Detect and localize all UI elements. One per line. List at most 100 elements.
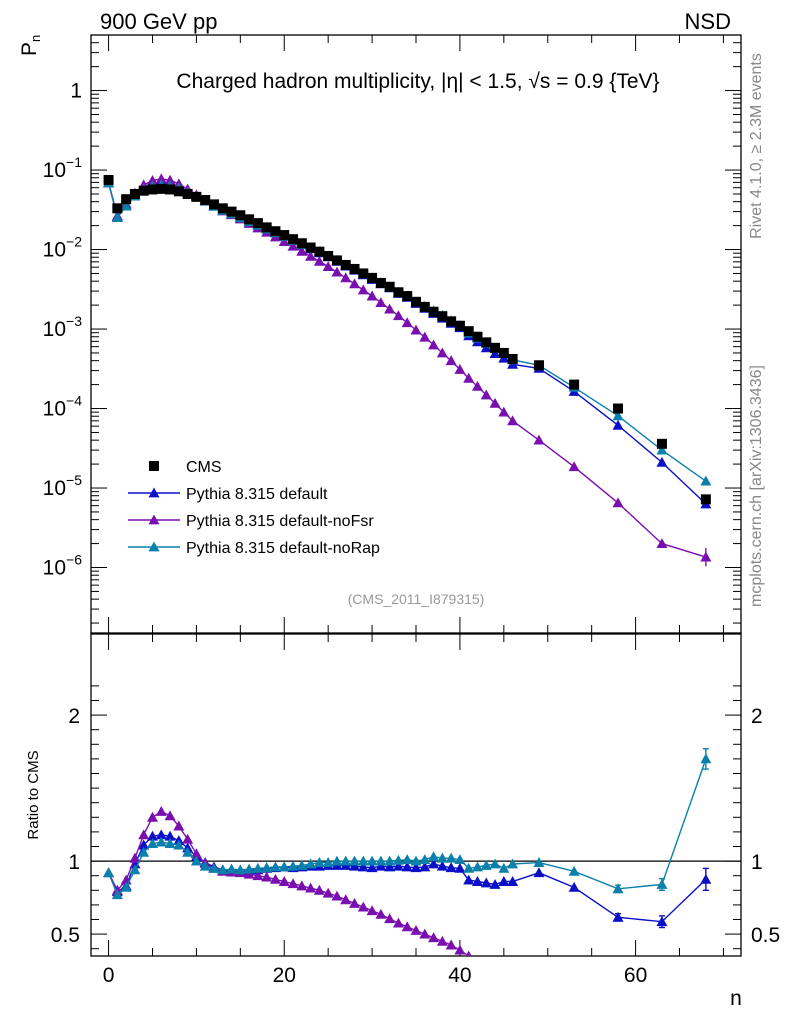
rivet-version-label: Rivet 4.1.0, ≥ 2.3M events bbox=[748, 53, 765, 239]
ratio-point-noRap bbox=[507, 858, 519, 869]
ratio-point-noFsr bbox=[454, 944, 466, 955]
main-point-noRap bbox=[120, 200, 132, 211]
ratio-point-noFsr bbox=[419, 928, 431, 939]
main-series-line-noRap bbox=[107, 182, 707, 482]
main-y-tick-label: 10−6 bbox=[43, 552, 83, 580]
main-point-cms bbox=[165, 184, 176, 195]
main-point-cms bbox=[296, 238, 307, 249]
ratio-point-noFsr bbox=[296, 880, 308, 891]
ratio-point-noRap bbox=[252, 862, 264, 873]
main-point-cms bbox=[261, 222, 272, 233]
ratio-series-line-noRap bbox=[107, 758, 707, 896]
main-point-cms bbox=[129, 188, 140, 199]
ratio-series-noRap bbox=[103, 747, 712, 900]
ratio-point-noRap bbox=[199, 860, 211, 871]
ratio-point-default bbox=[349, 860, 361, 871]
ratio-point-noRap bbox=[463, 862, 475, 873]
main-point-cms bbox=[419, 301, 430, 312]
ratio-point-default bbox=[568, 881, 580, 892]
ratio-point-noRap bbox=[357, 855, 369, 866]
ratio-point-noRap bbox=[278, 861, 290, 872]
ratio-point-noRap bbox=[428, 851, 440, 862]
ratio-point-noFsr bbox=[190, 848, 202, 859]
main-point-cms bbox=[173, 186, 184, 197]
ratio-point-noRap bbox=[401, 854, 413, 865]
main-point-cms bbox=[252, 218, 263, 229]
main-point-cms bbox=[454, 320, 465, 331]
x-axis-label: n bbox=[730, 987, 742, 1010]
main-point-cms bbox=[613, 403, 624, 414]
ratio-point-noFsr bbox=[436, 935, 448, 946]
ratio-point-noFsr bbox=[322, 887, 334, 898]
main-point-noFsr bbox=[384, 303, 396, 314]
main-point-noFsr bbox=[454, 363, 466, 374]
main-point-cms bbox=[507, 353, 518, 364]
main-point-cms bbox=[314, 246, 325, 257]
analysis-label: (CMS_2011_I879315) bbox=[348, 591, 485, 607]
main-point-cms bbox=[472, 331, 483, 342]
ratio-point-noRap bbox=[217, 864, 229, 875]
main-point-cms bbox=[121, 194, 132, 205]
ratio-point-noFsr bbox=[164, 810, 176, 821]
main-point-cms bbox=[244, 214, 255, 225]
main-point-noFsr bbox=[278, 236, 290, 246]
ratio-point-noFsr bbox=[472, 958, 483, 968]
y-axis-label-main: P bbox=[18, 42, 41, 56]
legend-entry-noRap: Pythia 8.315 default-noRap bbox=[128, 540, 380, 557]
x-tick-label: 0 bbox=[103, 964, 115, 987]
main-point-noFsr bbox=[392, 310, 404, 321]
ratio-point-default bbox=[533, 867, 545, 878]
main-y-tick-label-exp: −6 bbox=[66, 552, 82, 568]
mcplots-label: mcplots.cern.ch [arXiv:1306.3436] bbox=[748, 365, 765, 607]
main-point-noFsr bbox=[322, 261, 334, 272]
ratio-point-noRap bbox=[138, 846, 150, 857]
main-point-cms bbox=[182, 188, 193, 199]
main-y-tick-label-exp: −5 bbox=[66, 472, 82, 488]
ratio-point-default bbox=[164, 830, 176, 841]
main-point-cms bbox=[191, 191, 202, 202]
ratio-point-noRap bbox=[208, 862, 220, 873]
ratio-point-noFsr bbox=[392, 917, 404, 928]
main-point-noFsr bbox=[313, 255, 325, 266]
main-series-cms bbox=[103, 174, 711, 505]
main-point-cms bbox=[375, 277, 386, 288]
main-point-cms bbox=[498, 347, 509, 358]
ratio-point-noRap bbox=[234, 864, 246, 875]
ratio-point-default bbox=[419, 861, 431, 872]
ratio-plot: 0.5 0.51 12 20 20 40 60 Ratio to CMS n bbox=[25, 633, 780, 1010]
main-point-noFsr bbox=[305, 250, 317, 261]
ratio-point-noFsr bbox=[340, 894, 352, 905]
main-point-noRap bbox=[700, 475, 712, 486]
ratio-tick-labels: 0.5 0.51 12 20 20 40 60 bbox=[51, 705, 780, 987]
ratio-point-noFsr bbox=[138, 829, 150, 840]
main-point-noFsr bbox=[401, 317, 413, 328]
main-point-cms bbox=[533, 360, 544, 371]
main-y-tick-label-base: 1 bbox=[70, 80, 82, 103]
main-point-noFsr bbox=[410, 324, 422, 335]
ratio-point-noFsr bbox=[313, 884, 325, 895]
main-point-noFsr bbox=[428, 339, 440, 350]
ratio-point-noRap bbox=[436, 852, 448, 863]
ratio-point-default bbox=[700, 873, 712, 884]
ratio-point-noRap bbox=[305, 858, 317, 869]
ratio-point-noRap bbox=[349, 855, 361, 866]
ratio-point-noRap bbox=[129, 864, 141, 875]
ratio-point-default bbox=[498, 876, 510, 886]
main-point-noFsr bbox=[612, 497, 624, 508]
main-point-cms bbox=[463, 326, 474, 337]
ratio-point-default bbox=[138, 839, 150, 850]
main-point-default bbox=[656, 456, 668, 467]
main-point-cms bbox=[437, 311, 448, 322]
ratio-point-default bbox=[155, 829, 167, 840]
ratio-point-default bbox=[428, 858, 440, 869]
ratio-point-noRap bbox=[164, 838, 176, 848]
ratio-point-noRap bbox=[700, 753, 712, 764]
ratio-point-noFsr bbox=[261, 871, 273, 882]
main-point-cms bbox=[411, 296, 421, 307]
main-point-cms bbox=[340, 259, 351, 270]
main-point-cms bbox=[569, 379, 580, 390]
ratio-point-noFsr bbox=[401, 921, 413, 932]
main-y-tick-label-exp: −1 bbox=[66, 154, 82, 170]
ratio-point-noRap bbox=[226, 863, 238, 874]
